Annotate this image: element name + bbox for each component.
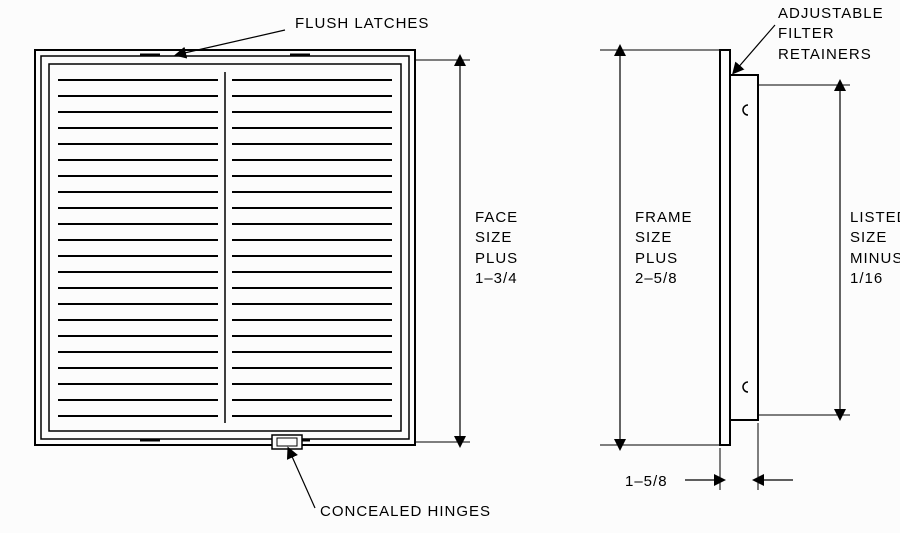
flush-latches-label: FLUSH LATCHES (295, 14, 429, 34)
face-size-label: FACE SIZE PLUS 1–3/4 (475, 208, 518, 289)
adjustable-retainers-label: ADJUSTABLE FILTER RETAINERS (778, 4, 884, 65)
front-view (35, 50, 415, 449)
frame-size-label: FRAME SIZE PLUS 2–5/8 (635, 208, 693, 289)
listed-size-label: LISTED SIZE MINUS 1/16 (850, 208, 900, 289)
technical-drawing (0, 0, 900, 533)
concealed-hinges-label: CONCEALED HINGES (320, 502, 491, 522)
depth-label: 1–5/8 (625, 472, 668, 492)
side-view (720, 50, 758, 445)
